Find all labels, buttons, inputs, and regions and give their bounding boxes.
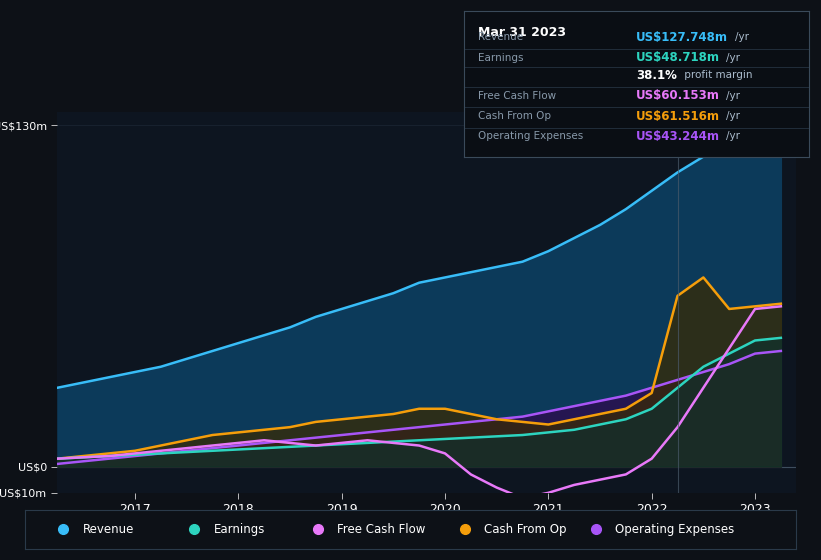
- Text: Cash From Op: Cash From Op: [478, 111, 551, 121]
- Text: Mar 31 2023: Mar 31 2023: [478, 26, 566, 39]
- Text: Operating Expenses: Operating Expenses: [615, 522, 734, 536]
- Text: Earnings: Earnings: [213, 522, 265, 536]
- Text: Revenue: Revenue: [83, 522, 134, 536]
- Text: Earnings: Earnings: [478, 53, 523, 63]
- Text: Operating Expenses: Operating Expenses: [478, 132, 583, 142]
- Text: US$43.244m: US$43.244m: [636, 130, 720, 143]
- Text: /yr: /yr: [726, 53, 740, 63]
- Text: US$48.718m: US$48.718m: [636, 52, 720, 64]
- Text: Revenue: Revenue: [478, 32, 523, 43]
- Text: profit margin: profit margin: [681, 70, 753, 80]
- Text: US$127.748m: US$127.748m: [636, 31, 728, 44]
- Text: US$60.153m: US$60.153m: [636, 89, 720, 102]
- Text: /yr: /yr: [726, 132, 740, 142]
- Text: Free Cash Flow: Free Cash Flow: [478, 91, 556, 101]
- Text: /yr: /yr: [726, 111, 740, 121]
- Text: 38.1%: 38.1%: [636, 69, 677, 82]
- Text: Free Cash Flow: Free Cash Flow: [337, 522, 425, 536]
- Text: /yr: /yr: [726, 91, 740, 101]
- Text: /yr: /yr: [735, 32, 749, 43]
- Text: Cash From Op: Cash From Op: [484, 522, 566, 536]
- Text: US$61.516m: US$61.516m: [636, 110, 720, 123]
